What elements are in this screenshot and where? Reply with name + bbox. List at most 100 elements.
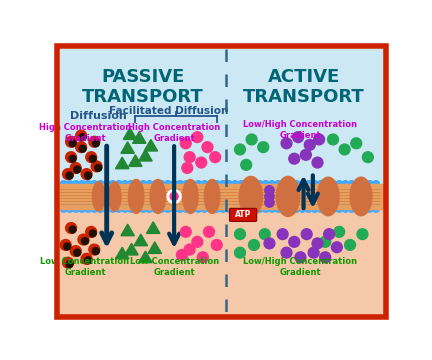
Circle shape: [250, 181, 257, 188]
Circle shape: [95, 165, 102, 171]
Bar: [60, 205, 383, 209]
Circle shape: [265, 198, 274, 207]
Circle shape: [226, 205, 232, 212]
Circle shape: [362, 152, 373, 163]
Circle shape: [97, 205, 104, 212]
Circle shape: [74, 249, 81, 256]
Circle shape: [201, 181, 208, 188]
Circle shape: [60, 181, 67, 188]
Circle shape: [213, 181, 220, 188]
Ellipse shape: [183, 180, 198, 213]
Circle shape: [213, 205, 220, 212]
Circle shape: [183, 181, 190, 188]
Circle shape: [275, 205, 282, 212]
Circle shape: [158, 181, 165, 188]
Circle shape: [192, 132, 203, 143]
Circle shape: [103, 205, 110, 212]
Circle shape: [64, 243, 71, 250]
Circle shape: [60, 205, 67, 212]
FancyBboxPatch shape: [229, 208, 257, 221]
Circle shape: [66, 261, 73, 267]
Circle shape: [89, 244, 100, 255]
Circle shape: [67, 205, 73, 212]
Circle shape: [235, 247, 245, 258]
Circle shape: [360, 181, 367, 188]
Circle shape: [232, 205, 238, 212]
Circle shape: [320, 252, 330, 263]
Circle shape: [121, 181, 128, 188]
Text: PASSIVE
TRANSPORT: PASSIVE TRANSPORT: [82, 68, 204, 106]
Circle shape: [281, 247, 292, 258]
Circle shape: [91, 181, 98, 188]
Circle shape: [345, 239, 356, 250]
Circle shape: [336, 205, 343, 212]
Circle shape: [109, 181, 116, 188]
Circle shape: [318, 181, 324, 188]
Circle shape: [246, 134, 257, 145]
Circle shape: [127, 205, 134, 212]
Circle shape: [357, 229, 368, 239]
Circle shape: [66, 136, 76, 147]
Circle shape: [91, 161, 102, 172]
Circle shape: [308, 247, 319, 258]
Circle shape: [109, 205, 116, 212]
Circle shape: [197, 252, 208, 263]
Circle shape: [66, 172, 73, 179]
Circle shape: [180, 226, 191, 237]
Circle shape: [171, 205, 178, 212]
Circle shape: [60, 239, 71, 250]
Circle shape: [331, 242, 342, 253]
Ellipse shape: [204, 180, 220, 213]
Circle shape: [210, 152, 221, 163]
Circle shape: [281, 138, 292, 149]
Circle shape: [89, 155, 96, 162]
Circle shape: [312, 157, 323, 168]
Circle shape: [289, 237, 300, 247]
Circle shape: [268, 181, 275, 188]
Circle shape: [202, 142, 213, 153]
Circle shape: [182, 163, 193, 173]
Circle shape: [85, 257, 92, 264]
Circle shape: [293, 181, 300, 188]
Circle shape: [63, 169, 73, 180]
Circle shape: [219, 181, 226, 188]
Circle shape: [164, 181, 171, 188]
Circle shape: [63, 257, 73, 268]
Circle shape: [311, 205, 318, 212]
Circle shape: [196, 157, 206, 168]
Circle shape: [203, 226, 214, 237]
Circle shape: [164, 205, 171, 212]
Circle shape: [244, 205, 251, 212]
Circle shape: [89, 230, 96, 237]
Text: Low/High Concentration
Gradient: Low/High Concentration Gradient: [244, 120, 357, 140]
Circle shape: [293, 205, 300, 212]
Circle shape: [92, 248, 99, 255]
Circle shape: [265, 186, 274, 195]
Bar: [60, 49, 383, 192]
Circle shape: [312, 238, 323, 249]
Circle shape: [348, 181, 355, 188]
Text: Low Concentration
Gradient: Low Concentration Gradient: [41, 257, 130, 277]
Circle shape: [81, 253, 92, 264]
Circle shape: [342, 205, 349, 212]
Circle shape: [180, 138, 191, 149]
Circle shape: [248, 239, 259, 250]
Circle shape: [354, 181, 361, 188]
Circle shape: [70, 246, 81, 256]
Circle shape: [235, 229, 245, 239]
Circle shape: [336, 181, 343, 188]
Text: Low Concentration
Gradient: Low Concentration Gradient: [130, 257, 219, 277]
Circle shape: [314, 134, 324, 145]
Circle shape: [69, 140, 76, 147]
Circle shape: [293, 132, 304, 143]
Circle shape: [201, 205, 208, 212]
Circle shape: [241, 159, 251, 170]
Circle shape: [300, 149, 311, 160]
Circle shape: [324, 229, 334, 239]
Circle shape: [168, 191, 180, 202]
Circle shape: [86, 152, 97, 163]
Circle shape: [146, 181, 153, 188]
Circle shape: [74, 166, 81, 173]
Circle shape: [256, 205, 263, 212]
Circle shape: [195, 181, 202, 188]
